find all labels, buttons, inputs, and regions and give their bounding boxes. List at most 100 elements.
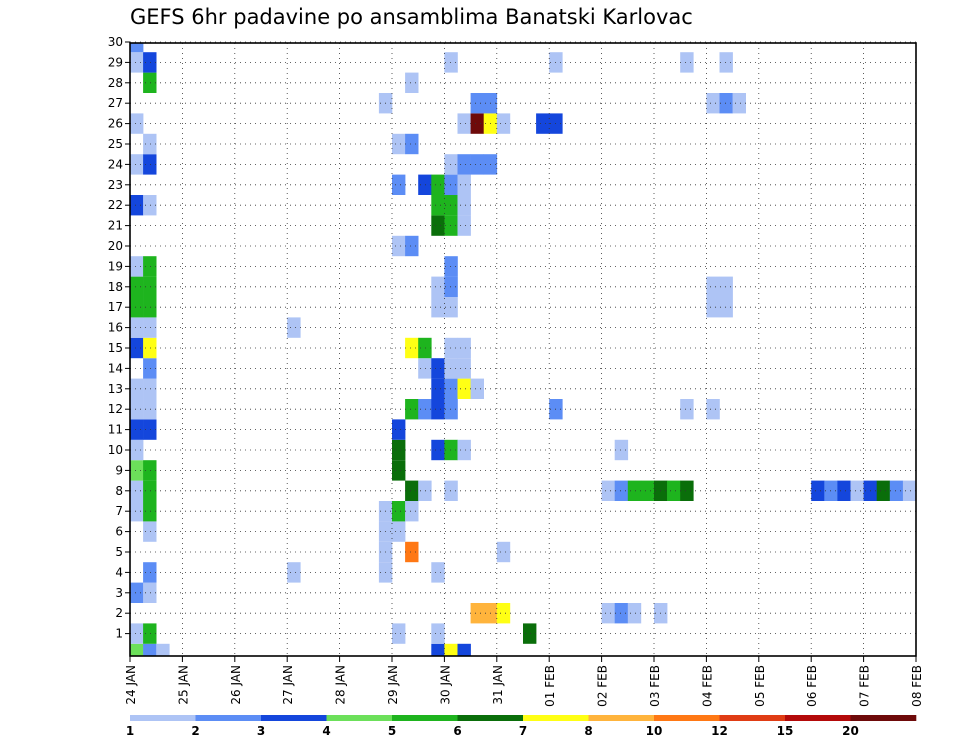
y-tick-label: 4 [115,565,123,579]
x-tick-label: 29 JAN [386,665,400,705]
heatmap-cell [130,501,144,522]
legend-swatch [261,715,327,721]
heatmap-cell [405,541,419,563]
heatmap-cell [130,276,144,297]
heatmap-cell [143,419,157,440]
heatmap-cell [143,317,157,338]
y-tick-label: 10 [108,443,123,457]
heatmap-cell [143,195,157,216]
y-tick-label: 23 [108,178,123,192]
heatmap-cell [143,256,157,277]
x-tick-label: 24 JAN [124,665,138,705]
heatmap-cell [130,439,144,461]
heatmap-cell [496,603,511,624]
y-tick-label: 6 [115,525,123,539]
legend-swatch [588,715,655,721]
legend-swatch [850,715,917,721]
y-tick-label: 21 [108,219,123,233]
heatmap-cell [457,154,471,175]
heatmap-cells [130,43,917,656]
grid-lines [130,41,916,656]
heatmap-cell [418,480,432,501]
legend-swatch [392,715,458,721]
heatmap-cell [457,358,471,379]
legend-label: 1 [126,724,134,738]
heatmap-cell [444,215,458,236]
heatmap-cell [392,623,406,644]
x-tick-label: 31 JAN [491,665,505,705]
heatmap-cell [130,154,144,175]
heatmap-cell [156,643,170,656]
legend-label: 6 [453,724,461,738]
heatmap-cell [627,480,642,501]
heatmap-cell [130,317,144,338]
heatmap-cell [392,521,406,542]
x-axis: 24 JAN 25 JAN 26 JAN 27 JAN 28 JAN 29 JAN 30 J… [124,656,924,707]
heatmap-cell [706,297,720,318]
heatmap-cell [444,195,458,216]
x-tick-label: 30 JAN [438,665,452,705]
heatmap-cell [431,276,445,297]
heatmap-cell [143,399,157,420]
heatmap-cell [444,378,458,399]
y-tick-label: 3 [115,586,123,600]
heatmap-cell [444,399,458,420]
heatmap-cell [614,480,629,501]
heatmap-cell [719,297,733,318]
heatmap-cell [431,378,445,399]
heatmap-cell [496,541,511,563]
y-tick-label: 7 [115,504,123,518]
y-tick-label: 2 [115,606,123,620]
heatmap-cell [130,460,144,481]
heatmap-cell [706,93,720,114]
heatmap-cell [837,480,851,501]
heatmap-cell [614,439,629,461]
heatmap-cell [143,276,157,297]
heatmap-cell [680,480,694,501]
heatmap-cell [850,480,864,501]
heatmap-cell [405,399,419,420]
x-tick-label: 28 JAN [334,665,348,705]
heatmap-cell [470,113,484,134]
heatmap-cell [614,603,629,624]
heatmap-cell [457,174,471,195]
legend-label: 7 [519,724,527,738]
heatmap-cell [392,133,406,155]
heatmap-cell [470,154,484,175]
heatmap-cell [143,521,157,542]
y-tick-label: 20 [108,239,123,253]
heatmap-cell [719,52,733,73]
heatmap-cell [732,93,746,114]
y-tick-label: 25 [108,137,123,151]
x-tick-label: 05 FEB [753,665,767,707]
heatmap-cell [627,603,642,624]
y-axis: 1234567891011121314151617181920212223242… [108,35,130,641]
heatmap-cell [444,174,458,195]
heatmap-cell [523,623,537,644]
heatmap-cell [431,562,445,583]
heatmap-cell [457,337,471,359]
y-tick-label: 18 [108,280,123,294]
heatmap-cell [405,133,419,155]
heatmap-cell [143,582,157,603]
heatmap-cell [444,256,458,277]
heatmap-cell [130,297,144,318]
heatmap-cell [130,43,144,53]
heatmap-cell [287,317,301,338]
heatmap-cell [392,439,406,461]
heatmap-cell [130,623,144,644]
heatmap-cell [287,562,301,583]
legend-swatch [457,715,524,721]
heatmap-cell [444,337,458,359]
heatmap-cell [392,460,406,481]
heatmap-cell [706,276,720,297]
heatmap-cell [444,439,458,461]
y-tick-label: 30 [108,35,123,49]
heatmap-cell [130,480,144,501]
heatmap-cell [405,337,419,359]
heatmap-cell [405,72,419,93]
heatmap-cell [143,133,157,155]
heatmap-cell [470,93,484,114]
y-tick-label: 8 [115,484,123,498]
heatmap-cell [392,501,406,522]
